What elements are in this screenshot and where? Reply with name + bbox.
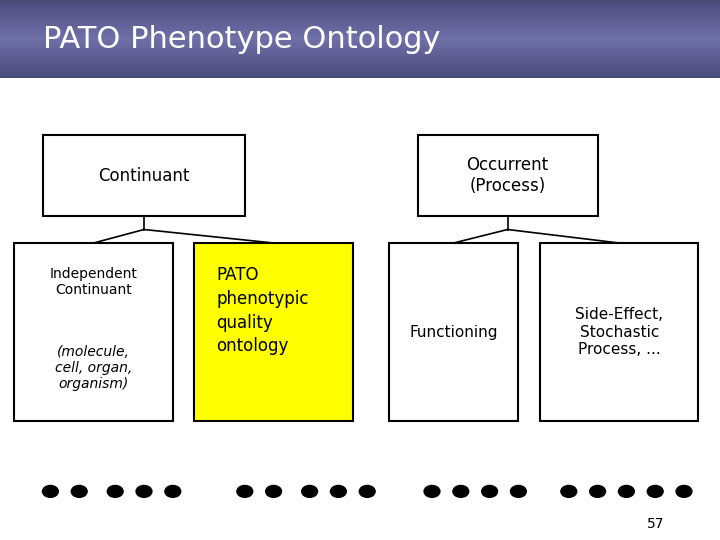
Circle shape xyxy=(359,485,375,497)
Bar xyxy=(0,66,720,68)
Bar xyxy=(0,3,720,5)
Bar xyxy=(0,40,720,42)
Bar xyxy=(0,27,720,29)
Bar xyxy=(0,61,720,63)
Text: PATO Phenotype Ontology: PATO Phenotype Ontology xyxy=(43,25,441,53)
Text: PATO
phenotypic
quality
ontology: PATO phenotypic quality ontology xyxy=(216,266,308,355)
Circle shape xyxy=(42,485,58,497)
Bar xyxy=(0,57,720,59)
Bar xyxy=(0,19,720,21)
Bar xyxy=(0,21,720,22)
Text: Side-Effect,
Stochastic
Process, ...: Side-Effect, Stochastic Process, ... xyxy=(575,307,663,357)
Circle shape xyxy=(676,485,692,497)
Bar xyxy=(0,59,720,62)
Bar xyxy=(0,62,720,64)
Bar xyxy=(0,30,720,31)
Bar xyxy=(0,1,720,3)
Bar xyxy=(0,15,720,17)
Bar xyxy=(0,45,720,47)
Bar xyxy=(0,0,720,1)
Circle shape xyxy=(647,485,663,497)
Bar xyxy=(0,9,720,10)
Circle shape xyxy=(561,485,577,497)
Bar xyxy=(0,24,720,26)
Bar xyxy=(0,37,720,39)
Bar xyxy=(0,74,720,76)
Bar xyxy=(0,48,720,50)
Bar xyxy=(0,32,720,34)
Bar xyxy=(0,36,720,38)
Text: Functioning: Functioning xyxy=(410,325,498,340)
Bar xyxy=(0,55,720,56)
Bar xyxy=(0,44,720,46)
Bar xyxy=(0,69,720,71)
Bar xyxy=(0,7,720,9)
Bar xyxy=(0,23,720,25)
Bar xyxy=(0,72,720,75)
Circle shape xyxy=(71,485,87,497)
Bar xyxy=(418,135,598,216)
Bar xyxy=(0,25,720,28)
Bar xyxy=(0,53,720,55)
Bar xyxy=(0,14,720,16)
Circle shape xyxy=(136,485,152,497)
Text: Continuant: Continuant xyxy=(99,166,189,185)
Bar xyxy=(0,2,720,4)
Text: 57: 57 xyxy=(647,517,664,531)
Bar xyxy=(0,39,720,40)
Bar xyxy=(0,63,720,65)
Bar xyxy=(0,49,720,51)
Circle shape xyxy=(453,485,469,497)
Bar xyxy=(0,5,720,6)
Circle shape xyxy=(330,485,346,497)
Circle shape xyxy=(302,485,318,497)
Bar xyxy=(0,41,720,43)
Circle shape xyxy=(107,485,123,497)
Bar xyxy=(0,52,720,53)
Circle shape xyxy=(165,485,181,497)
Circle shape xyxy=(510,485,526,497)
Circle shape xyxy=(618,485,634,497)
Circle shape xyxy=(266,485,282,497)
Bar xyxy=(0,10,720,12)
Bar xyxy=(0,43,720,44)
Circle shape xyxy=(424,485,440,497)
Bar xyxy=(0,68,720,69)
Bar xyxy=(0,35,720,37)
Bar xyxy=(0,11,720,13)
Bar xyxy=(0,31,720,32)
Bar xyxy=(0,70,720,72)
Bar xyxy=(0,50,720,52)
Text: Independent
Continuant: Independent Continuant xyxy=(50,267,138,298)
Bar xyxy=(0,16,720,18)
Bar xyxy=(0,18,720,19)
Bar xyxy=(0,71,720,73)
Circle shape xyxy=(482,485,498,497)
Text: (molecule,
cell, organ,
organism): (molecule, cell, organ, organism) xyxy=(55,345,132,391)
Bar xyxy=(43,135,245,216)
Bar xyxy=(0,75,720,77)
Bar xyxy=(0,46,720,48)
Bar xyxy=(0,12,720,15)
Bar xyxy=(14,243,173,421)
Bar xyxy=(389,243,518,421)
Bar xyxy=(0,6,720,8)
Bar xyxy=(0,58,720,60)
Circle shape xyxy=(590,485,606,497)
Bar xyxy=(194,243,353,421)
Bar xyxy=(0,65,720,66)
Bar xyxy=(0,33,720,35)
Bar xyxy=(540,243,698,421)
Circle shape xyxy=(237,485,253,497)
Bar xyxy=(0,28,720,30)
Bar xyxy=(0,22,720,23)
Bar xyxy=(0,56,720,57)
Text: Occurrent
(Process): Occurrent (Process) xyxy=(467,156,549,195)
Bar xyxy=(0,77,720,78)
